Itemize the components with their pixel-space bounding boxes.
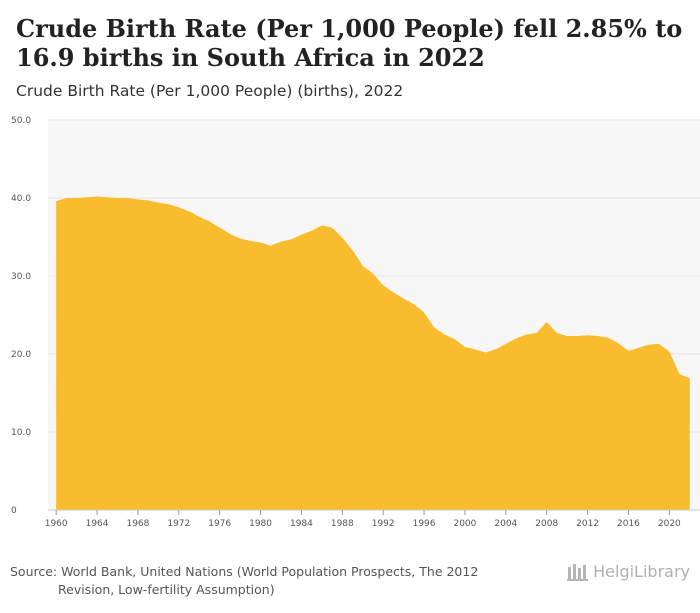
area-series-south-africa [56,196,690,510]
y-tick-label: 10.0 [11,428,31,438]
y-tick-label: 50.0 [11,116,31,126]
y-tick-label: 0 [11,506,17,516]
chart-container: 0 10.0 20.0 30.0 40.0 50.0 1960 1964 1968 1972 197… [0,112,700,532]
helgi-library-logo[interactable]: HelgiLibrary [567,561,690,581]
y-tick-label: 30.0 [11,272,31,282]
library-icon [567,564,589,581]
x-tick-label: 1980 [249,519,272,529]
y-tick-label: 20.0 [11,350,31,360]
area-chart: 0 10.0 20.0 30.0 40.0 50.0 1960 1964 1968 1972 197… [11,116,700,529]
x-tick-label: 1984 [290,519,313,529]
x-tick-label: 2020 [658,519,681,529]
x-tick-label: 2000 [453,519,476,529]
source-line-1: Source: World Bank, United Nations (Worl… [10,564,479,579]
x-tick-label: 1976 [208,519,231,529]
chart-title: Crude Birth Rate (Per 1,000 People) fell… [16,14,683,72]
source-note: Source: World Bank, United Nations (Worl… [10,563,530,599]
x-tick-label: 1988 [331,519,354,529]
logo-text: HelgiLibrary [593,561,690,581]
x-tick-label: 1968 [126,519,149,529]
chart-subtitle: Crude Birth Rate (Per 1,000 People) (bir… [16,82,404,100]
x-tick-label: 2016 [617,519,640,529]
x-tick-label: 1992 [372,519,395,529]
x-tick-label: 1972 [167,519,190,529]
source-line-2: Revision, Low-fertility Assumption) [58,582,275,597]
x-tick-label: 2012 [576,519,599,529]
y-tick-label: 40.0 [11,194,31,204]
x-tick-label: 2004 [494,519,517,529]
x-tick-label: 1960 [45,519,68,529]
x-tick-label: 2008 [535,519,558,529]
x-tick-label: 1964 [86,519,109,529]
x-tick-label: 1996 [413,519,436,529]
